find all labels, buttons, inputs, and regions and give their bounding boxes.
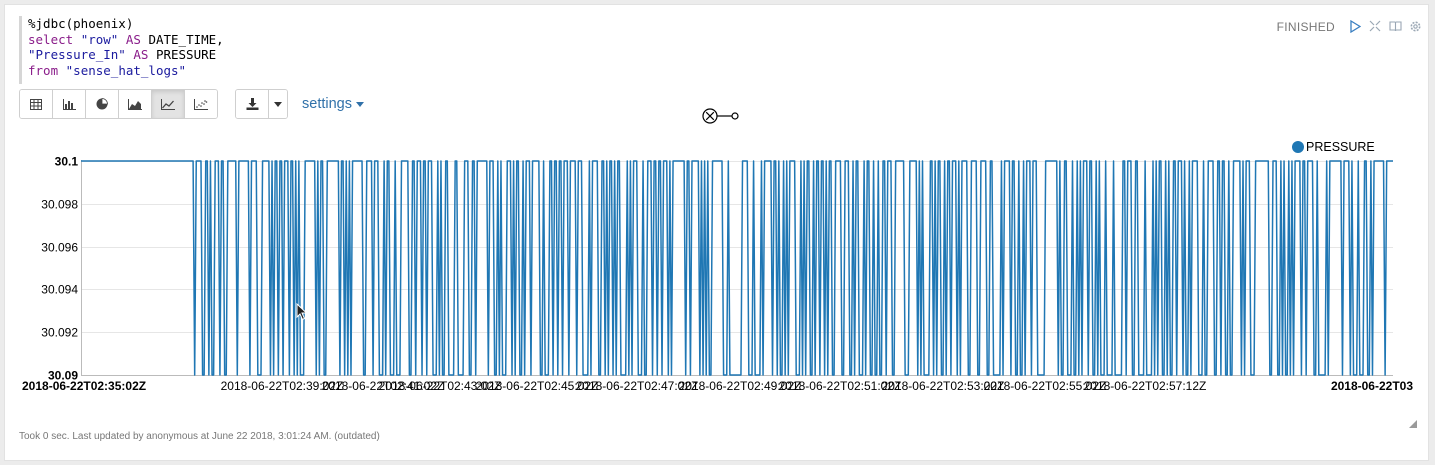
y-tick-label: 30.098 xyxy=(41,198,78,212)
code-token: "Pressure_In" xyxy=(28,47,126,62)
x-tick-label: 2018-06-22T02:35:02Z xyxy=(22,379,146,393)
download-options-button[interactable] xyxy=(269,90,287,118)
download-button[interactable] xyxy=(236,90,269,118)
scatter-chart-button[interactable] xyxy=(185,90,217,118)
bar-chart-button[interactable] xyxy=(53,90,86,118)
y-tick-label: 30.092 xyxy=(41,326,78,340)
line-chart-button[interactable] xyxy=(152,90,185,118)
scatter-chart-icon xyxy=(194,98,208,110)
code-editor[interactable]: %jdbc(phoenix) select "row" AS DATE_TIME,… xyxy=(19,16,328,84)
x-tick-label: 2018-06-22T02:51:02Z xyxy=(779,379,902,393)
x-tick-label: 2018-06-22T02:39:02Z xyxy=(221,379,344,393)
settings-dropdown[interactable]: settings xyxy=(302,96,364,112)
gear-icon[interactable] xyxy=(1407,18,1423,34)
series-line-pressure xyxy=(81,160,1393,376)
x-tick-label: 2018-06-22T02:49:02Z xyxy=(679,379,802,393)
x-tick-label: 2018-06-22T02:47:02Z xyxy=(576,379,699,393)
run-icon[interactable] xyxy=(1347,18,1363,34)
paragraph-footer: Took 0 sec. Last updated by anonymous at… xyxy=(19,431,380,442)
settings-label: settings xyxy=(302,96,352,112)
legend-marker xyxy=(1292,141,1304,153)
x-tick-label: 2018-06-22T02:43:02Z xyxy=(379,379,502,393)
y-tick-label: 30.1 xyxy=(55,155,79,169)
expand-icon[interactable] xyxy=(1367,18,1383,34)
y-tick-label: 30.096 xyxy=(41,241,78,255)
code-token: DATE_TIME, xyxy=(148,31,224,47)
x-tick-label: 2018-06-22T02:55:02Z xyxy=(984,379,1107,393)
resize-handle[interactable] xyxy=(1409,415,1417,433)
code-token: from xyxy=(28,62,66,78)
area-chart-icon xyxy=(128,98,142,110)
pie-chart-button[interactable] xyxy=(86,90,119,118)
chart-type-buttons xyxy=(19,89,218,119)
x-tick-label: 2018-06-22T02:41:02Z xyxy=(322,379,445,393)
bar-chart-icon xyxy=(62,98,76,110)
y-tick-label: 30.09 xyxy=(48,369,78,383)
x-tick-label: 2018-06-22T02:45:02Z xyxy=(476,379,599,393)
code-line: from "sense_hat_logs" xyxy=(28,63,328,79)
table-icon xyxy=(30,98,42,110)
x-tick-label: 2018-06-22T03 xyxy=(1331,379,1413,393)
download-group xyxy=(235,89,288,119)
zoom-reset-control[interactable] xyxy=(702,108,739,124)
code-token: %jdbc(phoenix) xyxy=(28,16,134,31)
book-icon[interactable] xyxy=(1387,18,1403,34)
x-tick-label: 2018-06-22T02:57:12Z xyxy=(1084,379,1207,393)
mouse-cursor xyxy=(296,302,308,326)
download-icon xyxy=(246,98,258,110)
code-line: select "row" AS DATE_TIME, xyxy=(28,32,328,48)
code-token: AS xyxy=(118,31,149,47)
code-token: "sense_hat_logs" xyxy=(65,62,187,78)
code-token: AS xyxy=(125,47,156,62)
paragraph-controls xyxy=(1347,18,1423,34)
status-label: FINISHED xyxy=(1276,20,1335,34)
visualization-toolbar: settings xyxy=(19,89,364,119)
code-token: "row" xyxy=(80,31,119,47)
caret-down-icon xyxy=(274,101,282,107)
legend-label: PRESSURE xyxy=(1306,140,1375,154)
code-token: PRESSURE xyxy=(155,47,217,62)
code-token: select xyxy=(28,31,81,47)
area-chart-button[interactable] xyxy=(119,90,152,118)
y-tick-label: 30.094 xyxy=(41,283,78,297)
caret-down-icon xyxy=(355,101,364,107)
table-button[interactable] xyxy=(20,90,53,118)
code-line: %jdbc(phoenix) xyxy=(28,16,328,32)
code-line: "Pressure_In" AS PRESSURE xyxy=(28,47,328,63)
x-tick-label: 2018-06-22T02:53:02Z xyxy=(882,379,1005,393)
line-chart-icon xyxy=(161,98,175,110)
pie-chart-icon xyxy=(96,98,108,110)
